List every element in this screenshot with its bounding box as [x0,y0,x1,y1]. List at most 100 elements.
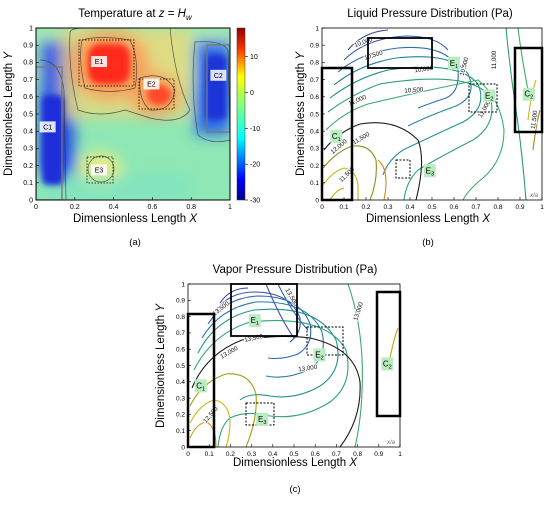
y-tick-label: 0 [181,444,185,451]
region-label: C1 [196,381,205,392]
x-tick-label: 0.9 [515,204,524,211]
contour-label: 10,500 [363,49,384,62]
region-label-bg [39,121,56,133]
contour-label: 12,500 [202,405,220,424]
region-label: C1 [43,124,52,131]
region-label-bg [248,314,261,328]
region-label: E2 [147,81,156,88]
region-label-bg [313,348,326,362]
caption-c: (c) [289,484,300,495]
y-tick-label: 0.5 [310,111,319,118]
liquid-pressure-contour-chart: Liquid Pressure Distribution (Pa) 10,000… [295,8,544,248]
x-tick-label: 0 [34,204,38,211]
y-tick-label: 0.6 [23,94,33,101]
x-tick-label: 0.4 [405,204,414,211]
y-tick-label: 0.7 [23,77,33,84]
region-label-bg [143,78,160,90]
x-tick-label: 1 [540,204,544,211]
heatmap-title: Temperature at z = Hw [78,8,193,22]
x-tick-label: 0.2 [361,204,370,211]
y-tick-label: 0.3 [176,395,185,402]
liquid-region-labels: E1 E2 E3 C1 C2 [330,56,535,178]
contour-label: 10,500 [404,86,424,94]
y-tick-label: 0.4 [23,129,33,136]
vapor-region-labels: E1 E2 E3 C1 C2 [194,314,394,426]
y-tick-label: 0.5 [23,111,33,118]
region-label: E1 [450,59,458,70]
liquid-x-axis-label: Dimensionless Length X [366,213,491,225]
contour-label: 11,500 [352,131,372,147]
y-tick-label: 0.1 [310,180,319,187]
region-label-bg [210,69,227,81]
vapor-x-ticks: 0 0.1 0.2 0.3 0.4 0.5 0.6 0.7 0.8 0.9 1 [186,444,402,458]
contour-label: 13,500 [244,333,265,344]
y-tick-label: 1 [29,25,33,32]
region-label: E3 [258,415,266,426]
colorbar [236,27,246,201]
region-label: E3 [95,167,104,174]
y-tick-label: 0.8 [176,314,185,321]
panel-temperature: Temperature at z = Hw [0,0,270,255]
contour-label: 10,000 [414,65,434,75]
region-label: E1 [95,59,104,66]
y-tick-label: 0.9 [23,43,33,50]
region-label-bg [448,56,460,70]
y-tick-label: 0.7 [176,330,185,337]
contour-label: 13,000 [298,364,318,374]
colorbar-ticks: 10 0 -10 -20 -30 [245,54,260,205]
region-label-bg [330,129,343,143]
y-tick-label: 0.3 [23,146,33,153]
region-label: C2 [214,73,223,80]
x-tick-label: 0.6 [311,451,320,458]
vapor-y-ticks: 0 0.1 0.2 0.3 0.4 0.5 0.6 0.7 0.8 0.9 1 [176,281,191,451]
contour-label: 10,500 [459,56,471,77]
vapor-contour-labels: 13,50013,50013,50013,00013,00013,00012,5… [201,286,366,425]
y-tick-label: 0.8 [23,60,33,67]
x-tick-label: 0.6 [449,204,458,211]
colorbar-tick-label: -20 [250,162,260,169]
x-tick-label: 0.4 [268,451,277,458]
liquid-y-axis-label: Dimensionless Length Y [295,51,307,176]
y-tick-label: 0.3 [310,146,319,153]
x-tick-label: 0.8 [493,204,502,211]
y-tick-label: 0 [315,197,319,204]
y-tick-label: 0.9 [310,43,319,50]
region-label: E2 [485,91,493,102]
heatmap-region-outlines [78,39,175,184]
x-tick-label: 0 [186,451,190,458]
region-label-bg [381,357,394,371]
liquid-y-ticks: 0 0.1 0.2 0.3 0.4 0.5 0.6 0.7 0.8 0.9 1 [310,25,325,204]
caption-a: (a) [129,237,141,248]
caption-b: (b) [422,237,434,248]
region-label: E2 [315,350,323,361]
x-tick-label: 0.8 [353,451,362,458]
vapor-title: Vapor Pressure Distribution (Pa) [213,264,378,276]
region-label: C2 [524,90,533,101]
colorbar-tick-label: 0 [250,90,254,97]
x-tick-label: 0.7 [471,204,480,211]
contour-label: 11,500 [530,110,540,130]
heatmap-field [36,28,230,200]
liquid-corner-note: x/a [529,193,539,199]
colorbar-tick-label: 10 [250,54,258,61]
y-tick-label: 0.2 [23,163,33,170]
heatmap-cold-outlines [36,44,230,200]
x-tick-label: 0.6 [148,204,158,211]
x-tick-label: 0.5 [427,204,436,211]
y-tick-label: 0.1 [23,180,33,187]
y-tick-label: 0.7 [310,77,319,84]
y-tick-label: 0.5 [176,363,185,370]
heatmap-x-ticks: 0 0.2 0.4 0.6 0.8 1 [34,197,232,211]
temperature-heatmap-chart: Temperature at z = Hw [3,8,260,248]
region-label-bg [423,164,436,178]
x-tick-label: 0.2 [70,204,80,211]
y-tick-label: 1 [315,25,319,32]
y-tick-label: 0.4 [310,129,319,136]
region-label: E1 [251,316,259,327]
y-tick-label: 0.9 [176,298,185,305]
region-label-bg [91,164,108,176]
y-tick-label: 0.4 [176,379,185,386]
contour-label: 13,000 [219,345,239,361]
panel-vapor-pressure: Vapor Pressure Distribution (Pa) 13,500 1… [150,258,410,500]
heatmap-y-axis-label: Dimensionless Length Y [3,51,15,176]
